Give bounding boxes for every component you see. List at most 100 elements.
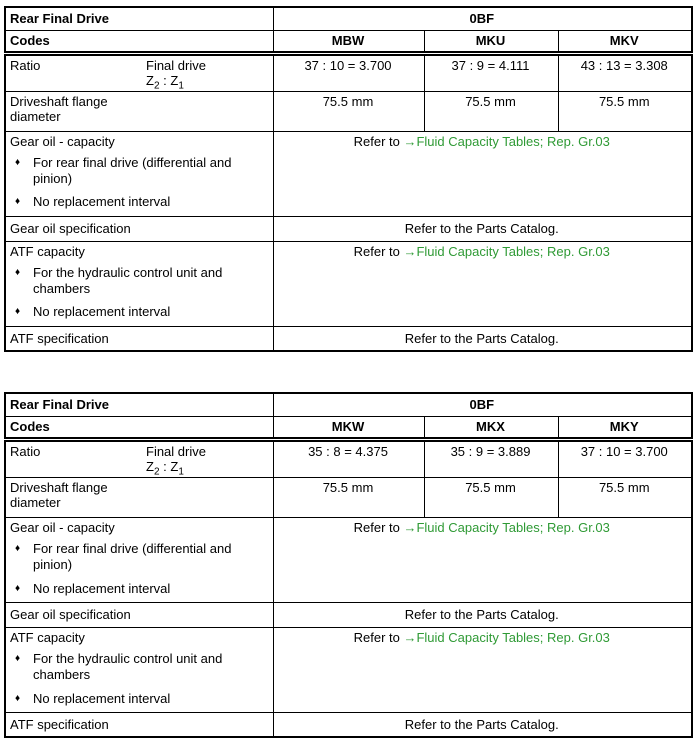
table-row: ATF specification Refer to the Parts Cat…	[4, 325, 693, 352]
formula-subscript: 2	[153, 80, 160, 92]
bullet-text: No replacement interval	[33, 690, 171, 706]
ratio-sublabel: Final drive Z2 : Z1	[146, 443, 206, 478]
table-row: Codes MBW MKU MKV	[4, 29, 693, 56]
bullet-diamond-icon: ♦	[15, 543, 21, 555]
table-row: ATF specification Refer to the Parts Cat…	[4, 711, 693, 738]
bullet-list-item: ♦ No replacement interval	[10, 194, 268, 210]
gear-oil-capacity-label-cell: Gear oil - capacity ♦ For rear final dri…	[4, 516, 274, 603]
bullet-list-item: ♦ For rear final drive (differential and…	[10, 155, 268, 186]
gear-oil-spec-label: Gear oil specification	[4, 601, 274, 628]
codes-label: Codes	[4, 415, 274, 442]
code-cell: MKU	[423, 29, 559, 56]
table-title: Rear Final Drive	[4, 6, 274, 31]
reference-prefix: Refer to	[353, 243, 404, 259]
table-row: Ratio Final drive Z2 : Z1 37 : 10 = 3.700 …	[4, 52, 693, 92]
table-title: Rear Final Drive	[4, 392, 274, 417]
gearbox-code: 0BF	[272, 6, 693, 31]
ratio-sublabel-line1: Final drive	[146, 443, 206, 459]
ratio-sublabel-line1: Final drive	[146, 57, 206, 73]
ratio-label-cell: Ratio Final drive Z2 : Z1	[4, 438, 274, 478]
gear-oil-capacity-reference: Refer to →Fluid Capacity Tables; Rep. Gr…	[272, 130, 693, 217]
bullet-diamond-icon: ♦	[15, 157, 21, 169]
table-row: ATF capacity ♦ For the hydraulic control…	[4, 626, 693, 713]
gear-oil-spec-value: Refer to the Parts Catalog.	[272, 601, 693, 628]
atf-capacity-label-cell: ATF capacity ♦ For the hydraulic control…	[4, 626, 274, 713]
formula-base: Z	[170, 73, 179, 89]
gear-oil-capacity-label: Gear oil - capacity	[10, 133, 115, 149]
formula-base: Z	[146, 459, 154, 475]
ratio-value: 37 : 10 = 3.700	[272, 52, 425, 92]
table-row: ATF capacity ♦ For the hydraulic control…	[4, 240, 693, 327]
ratio-sublabel: Final drive Z2 : Z1	[146, 57, 206, 92]
formula-base: Z	[170, 459, 179, 475]
atf-capacity-label: ATF capacity	[10, 629, 85, 645]
bullet-text: For the hydraulic control unit and chamb…	[33, 265, 223, 296]
atf-spec-value: Refer to the Parts Catalog.	[272, 711, 693, 738]
table-row: Gear oil specification Refer to the Part…	[4, 215, 693, 242]
ratio-label-cell: Ratio Final drive Z2 : Z1	[4, 52, 274, 92]
bullet-text: For rear final drive (differential and p…	[33, 155, 232, 186]
table-row: Driveshaft flange diameter 75.5 mm 75.5 …	[4, 90, 693, 132]
driveshaft-value: 75.5 mm	[557, 476, 693, 518]
driveshaft-value: 75.5 mm	[272, 476, 425, 518]
reference-prefix: Refer to	[353, 133, 404, 149]
bullet-list-item: ♦ No replacement interval	[10, 304, 268, 320]
gear-oil-spec-label: Gear oil specification	[4, 215, 274, 242]
driveshaft-value: 75.5 mm	[272, 90, 425, 132]
code-cell: MKY	[557, 415, 693, 442]
fluid-capacity-tables-link[interactable]: →Fluid Capacity Tables; Rep. Gr.03	[403, 629, 610, 645]
ratio-value: 37 : 9 = 4.111	[423, 52, 559, 92]
formula-subscript: 1	[178, 466, 184, 478]
ratio-label: Ratio	[10, 443, 41, 459]
bullet-list-item: ♦ For rear final drive (differential and…	[10, 541, 268, 572]
ratio-label: Ratio	[10, 57, 41, 73]
table-row: Gear oil - capacity ♦ For rear final dri…	[4, 516, 693, 603]
bullet-diamond-icon: ♦	[15, 692, 21, 704]
ratio-value: 35 : 8 = 4.375	[272, 438, 425, 478]
rear-final-drive-table-1: Rear Final Drive 0BF Codes MBW MKU MKV R…	[4, 6, 693, 353]
table-row: Rear Final Drive 0BF	[4, 392, 693, 417]
formula-separator: :	[159, 459, 171, 475]
atf-capacity-reference: Refer to →Fluid Capacity Tables; Rep. Gr…	[272, 240, 693, 327]
bullet-list-item: ♦ No replacement interval	[10, 691, 268, 707]
table-gap	[4, 352, 691, 392]
formula-separator: :	[159, 73, 171, 89]
driveshaft-label: Driveshaft flange diameter	[4, 476, 274, 518]
bullet-text: No replacement interval	[33, 194, 171, 210]
formula-subscript: 2	[153, 466, 160, 478]
ratio-value: 37 : 10 = 3.700	[557, 438, 693, 478]
code-cell: MBW	[272, 29, 425, 56]
ratio-formula: Z2 : Z1	[146, 73, 206, 92]
gear-oil-capacity-label-cell: Gear oil - capacity ♦ For rear final dri…	[4, 130, 274, 217]
table-row: Gear oil - capacity ♦ For rear final dri…	[4, 130, 693, 217]
reference-prefix: Refer to	[353, 519, 404, 535]
atf-spec-value: Refer to the Parts Catalog.	[272, 325, 693, 352]
fluid-capacity-tables-link[interactable]: →Fluid Capacity Tables; Rep. Gr.03	[403, 133, 610, 149]
bullet-text: For rear final drive (differential and p…	[33, 541, 232, 573]
atf-capacity-label: ATF capacity	[10, 243, 85, 259]
formula-base: Z	[146, 73, 154, 89]
bullet-list-item: ♦ For the hydraulic control unit and cha…	[10, 651, 268, 682]
bullet-diamond-icon: ♦	[15, 306, 21, 318]
code-cell: MKW	[272, 415, 425, 442]
bullet-diamond-icon: ♦	[15, 582, 21, 594]
table-row: Rear Final Drive 0BF	[4, 6, 693, 31]
ratio-value: 35 : 9 = 3.889	[423, 438, 559, 478]
gear-oil-spec-value: Refer to the Parts Catalog.	[272, 215, 693, 242]
atf-spec-label: ATF specification	[4, 711, 274, 738]
reference-prefix: Refer to	[353, 629, 404, 645]
bullet-diamond-icon: ♦	[15, 653, 21, 665]
bullet-list-item: ♦ For the hydraulic control unit and cha…	[10, 265, 268, 296]
bullet-diamond-icon: ♦	[15, 267, 21, 279]
table-row: Ratio Final drive Z2 : Z1 35 : 8 = 4.375 3…	[4, 438, 693, 478]
ratio-value: 43 : 13 = 3.308	[557, 52, 693, 92]
table-row: Gear oil specification Refer to the Part…	[4, 601, 693, 628]
driveshaft-label: Driveshaft flange diameter	[4, 90, 274, 132]
bullet-text: For the hydraulic control unit and chamb…	[33, 651, 223, 683]
driveshaft-value: 75.5 mm	[423, 476, 559, 518]
code-cell: MKX	[423, 415, 559, 442]
fluid-capacity-tables-link[interactable]: →Fluid Capacity Tables; Rep. Gr.03	[403, 243, 610, 259]
fluid-capacity-tables-link[interactable]: →Fluid Capacity Tables; Rep. Gr.03	[403, 519, 610, 535]
gear-oil-capacity-label: Gear oil - capacity	[10, 519, 115, 535]
table-row: Driveshaft flange diameter 75.5 mm 75.5 …	[4, 476, 693, 518]
